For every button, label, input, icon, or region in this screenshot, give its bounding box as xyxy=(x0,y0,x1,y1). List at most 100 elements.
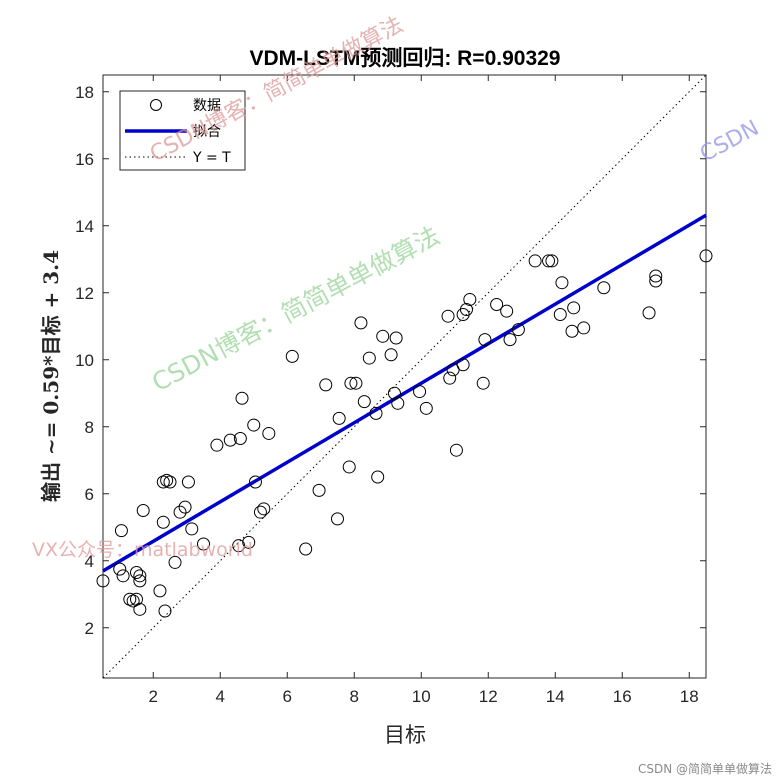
y-tick-label: 16 xyxy=(75,150,94,169)
y-tick-label: 4 xyxy=(85,552,94,571)
data-point xyxy=(232,539,246,553)
data-point xyxy=(133,569,147,583)
data-point xyxy=(413,385,427,399)
legend: 数据 拟合 Y = T xyxy=(119,90,246,171)
data-point xyxy=(391,396,405,410)
data-point xyxy=(419,401,433,415)
data-point xyxy=(113,562,127,576)
data-point xyxy=(262,426,276,440)
data-point xyxy=(332,411,346,425)
data-point xyxy=(133,574,147,588)
data-point xyxy=(156,475,170,489)
chart-title: VDM-LSTM预测回归: R=0.90329 xyxy=(250,47,561,70)
legend-marker-data xyxy=(150,99,162,111)
legend-label-identity: Y = T xyxy=(192,150,231,166)
data-point xyxy=(197,537,210,551)
data-point xyxy=(441,309,455,323)
data-point xyxy=(478,333,492,347)
y-tick-label: 6 xyxy=(85,485,94,504)
legend-label-fit: 拟合 xyxy=(193,124,221,140)
y-tick-label: 8 xyxy=(85,418,94,437)
data-point xyxy=(649,274,663,288)
data-point xyxy=(331,512,344,526)
data-point xyxy=(371,470,385,484)
data-point xyxy=(369,406,383,420)
x-tick-label: 4 xyxy=(216,687,225,706)
y-tick-label: 2 xyxy=(85,619,94,638)
data-point xyxy=(565,324,579,338)
y-tick-label: 14 xyxy=(75,217,94,236)
data-point xyxy=(463,292,477,306)
data-point xyxy=(459,303,473,316)
data-point xyxy=(597,281,611,295)
x-axis-label: 目标 xyxy=(384,723,426,747)
data-point xyxy=(257,502,271,516)
data-point xyxy=(503,333,517,347)
data-point xyxy=(116,569,130,583)
data-point xyxy=(178,500,192,514)
footer-credit: CSDN @简简单单做算法 xyxy=(638,761,772,776)
data-point xyxy=(299,542,313,556)
data-point xyxy=(528,254,542,268)
data-point xyxy=(384,348,398,362)
data-point xyxy=(160,473,174,487)
data-point xyxy=(511,323,525,337)
data-point xyxy=(500,304,514,318)
data-point xyxy=(344,376,358,390)
x-tick-label: 6 xyxy=(283,687,292,706)
data-point xyxy=(456,358,470,372)
data-point xyxy=(181,475,195,489)
data-point xyxy=(210,438,224,452)
data-point xyxy=(545,254,559,268)
data-point xyxy=(130,565,143,579)
data-point xyxy=(235,391,249,405)
data-point xyxy=(555,276,569,290)
data-point xyxy=(156,515,170,529)
x-tick-label: 18 xyxy=(680,687,699,706)
data-point xyxy=(642,306,656,320)
axes-frame xyxy=(102,74,707,679)
data-point xyxy=(490,297,504,311)
data-point xyxy=(312,483,326,497)
data-point xyxy=(168,555,182,569)
legend-label-data: 数据 xyxy=(193,98,221,114)
data-point xyxy=(567,301,581,315)
y-tick-label: 10 xyxy=(75,351,94,370)
y-tick-label: 18 xyxy=(75,83,94,102)
fit-line xyxy=(102,213,707,573)
data-point xyxy=(96,574,110,588)
x-tick-label: 16 xyxy=(613,687,632,706)
watermark-vx: VX公众号：matlabworld xyxy=(32,539,253,561)
data-point xyxy=(443,371,457,385)
plot-area: 2 4 6 8 10 12 14 16 18 2 4 6 8 10 12 14 16 18 xyxy=(75,74,713,706)
data-point xyxy=(130,592,143,606)
x-tick-label: 8 xyxy=(350,687,359,706)
data-point xyxy=(173,505,187,519)
data-point xyxy=(136,504,150,517)
data-point xyxy=(223,433,237,447)
data-point xyxy=(248,475,262,489)
data-point xyxy=(449,443,463,457)
data-point xyxy=(233,431,247,445)
data-point xyxy=(354,316,368,330)
data-point xyxy=(242,535,256,549)
data-point xyxy=(114,524,128,538)
data-point xyxy=(357,395,371,409)
data-point xyxy=(362,351,376,365)
data-point xyxy=(123,592,137,606)
x-tick-label: 14 xyxy=(546,687,565,706)
data-point xyxy=(387,386,401,400)
data-point xyxy=(476,376,490,390)
x-tick-label: 10 xyxy=(412,687,431,706)
x-tick-label: 12 xyxy=(479,687,498,706)
data-point xyxy=(577,321,591,335)
data-point xyxy=(376,329,390,343)
data-point xyxy=(389,331,403,345)
data-point xyxy=(247,418,261,432)
data-point xyxy=(133,602,147,616)
data-point xyxy=(319,378,333,392)
data-point xyxy=(158,604,172,618)
y-axis-label: 输出 ~= 0.59*目标 + 3.4 xyxy=(39,250,63,502)
data-point xyxy=(253,505,267,519)
